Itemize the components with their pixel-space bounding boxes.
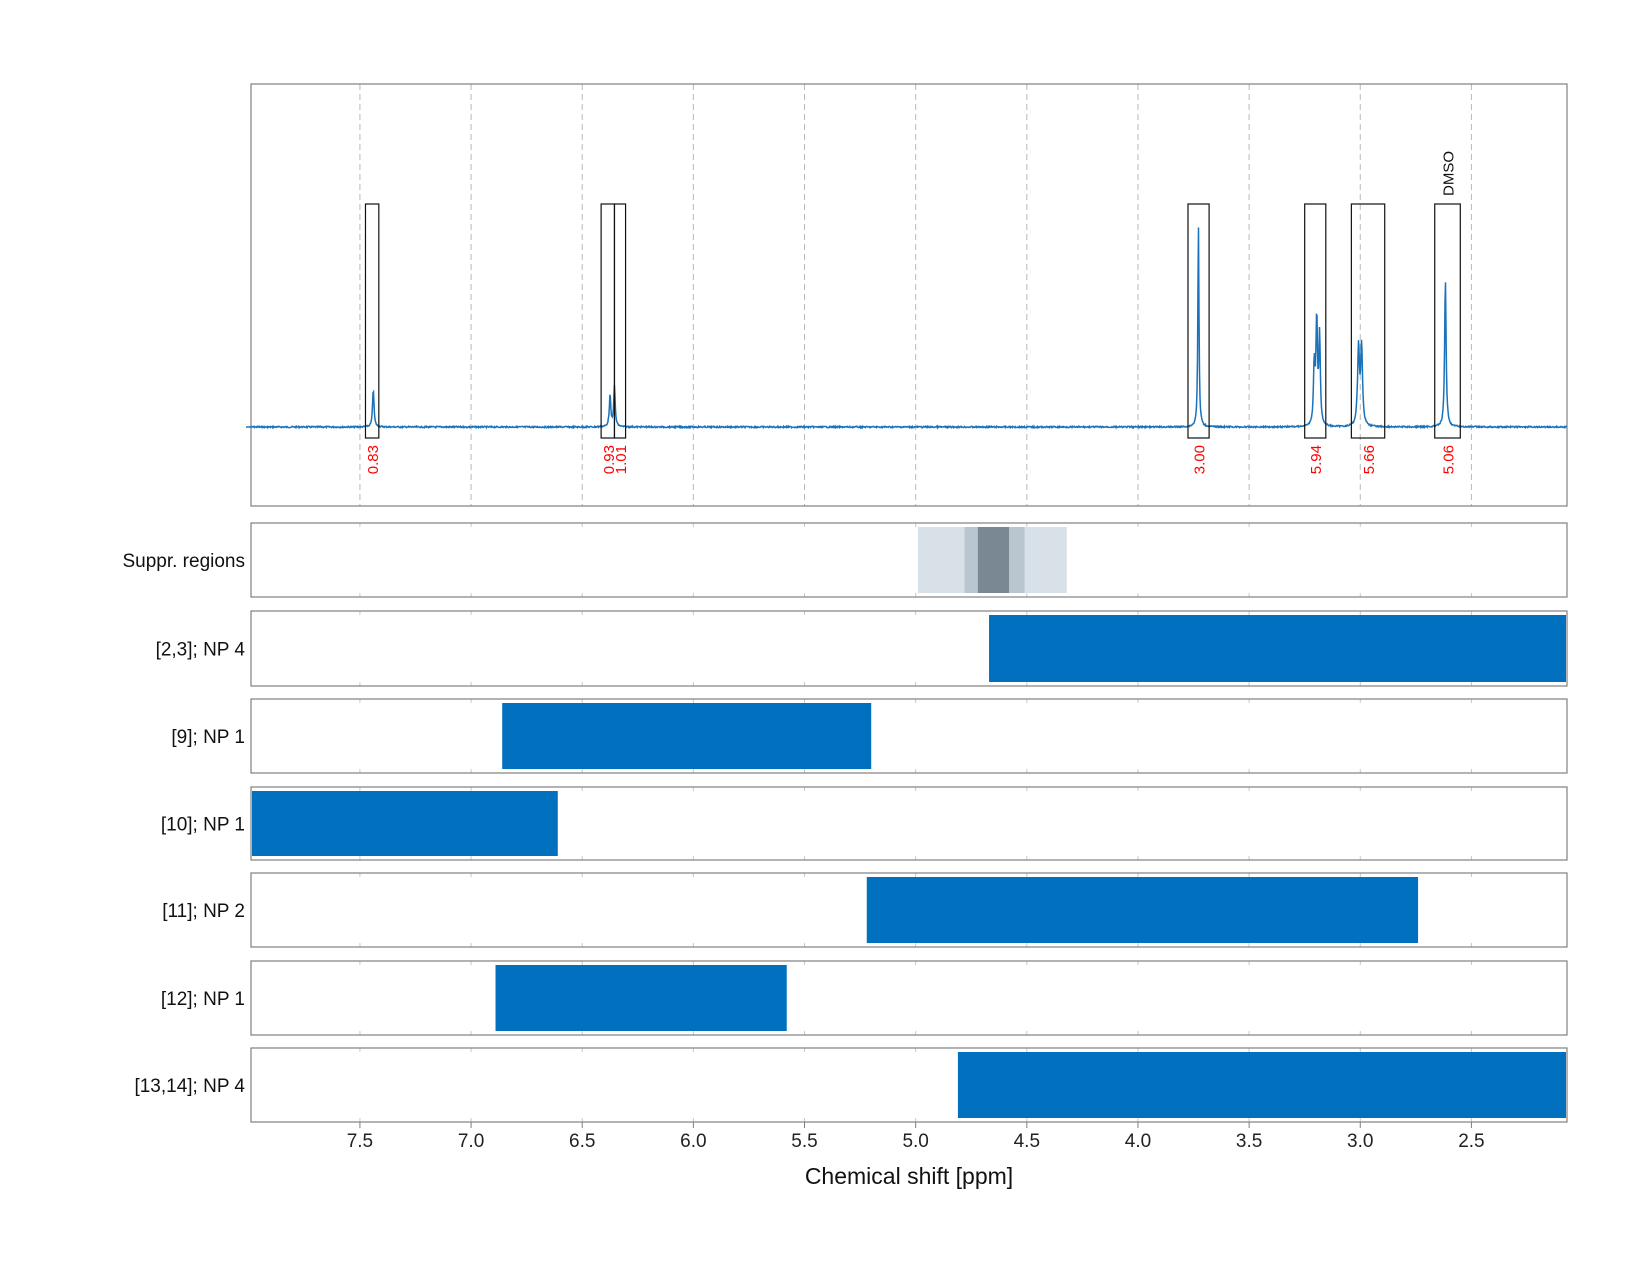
integration-box-2 [613, 203, 627, 439]
integration-box-3 [1187, 203, 1210, 439]
suppression-band-2 [977, 527, 1010, 593]
peak-annotation-6: DMSO [1441, 151, 1458, 196]
panel-layer: Suppr. regions [2,3]; NP 4 [9]; NP 1 [10]; … [122, 83, 1568, 1123]
range-bar-5 [957, 1052, 1566, 1118]
row-panel-1 [250, 610, 1568, 687]
integral-value-1: 0.93 [601, 445, 618, 474]
x-tick-label-8: 3.5 [1236, 1131, 1262, 1152]
grid-layer [359, 84, 1472, 1122]
spectrum-panel [250, 83, 1568, 507]
x-tick-label-4: 5.5 [791, 1131, 817, 1152]
x-axis: 7.5 7.0 6.5 6.0 5.5 5.0 4.5 4.0 3.5 3.0 2.5 [347, 1122, 1485, 1152]
range-bar-1 [502, 703, 872, 769]
integral-value-0: 0.83 [365, 445, 382, 474]
row-panel-3 [250, 786, 1568, 861]
x-tick-label-2: 6.5 [569, 1131, 595, 1152]
integration-box-1 [600, 203, 616, 439]
range-bar-0 [989, 615, 1566, 682]
row-label-2: [9]; NP 1 [171, 727, 245, 748]
range-bar-2 [252, 791, 558, 856]
x-tick-label-0: 7.5 [347, 1131, 373, 1152]
row-label-3: [10]; NP 1 [161, 815, 245, 836]
range-bar-4 [495, 965, 787, 1031]
row-label-6: [13,14]; NP 4 [134, 1076, 245, 1097]
row-panel-0 [250, 522, 1568, 598]
row-panel-6 [250, 1047, 1568, 1123]
x-tick-label-6: 4.5 [1014, 1131, 1040, 1152]
x-tick-label-5: 5.0 [902, 1131, 928, 1152]
integration-box-6 [1434, 203, 1461, 439]
row-panel-4 [250, 872, 1568, 948]
x-tick-label-1: 7.0 [458, 1131, 484, 1152]
row-label-4: [11]; NP 2 [162, 901, 245, 922]
x-tick-label-9: 3.0 [1347, 1131, 1373, 1152]
integration-box-4 [1304, 203, 1327, 439]
x-tick-label-10: 2.5 [1458, 1131, 1484, 1152]
row-label-0: Suppr. regions [122, 551, 245, 572]
integral-value-5: 5.66 [1361, 445, 1378, 474]
range-bar-3 [866, 877, 1419, 943]
integration-box-0 [364, 203, 380, 439]
x-axis-label: Chemical shift [ppm] [805, 1163, 1013, 1189]
mark-layer: 0.83 0.931.01 3.00 5.94 5.66 5.06 DMSO [246, 151, 1568, 1118]
x-tick-label-3: 6.0 [680, 1131, 706, 1152]
integral-value-6: 5.06 [1441, 445, 1458, 474]
row-panel-5 [250, 960, 1568, 1036]
integration-box-5 [1350, 203, 1386, 439]
spectrum-line [250, 227, 1568, 430]
integral-value-2: 1.01 [613, 445, 630, 474]
integral-value-3: 3.00 [1192, 445, 1209, 474]
x-tick-label-7: 4.0 [1125, 1131, 1151, 1152]
row-label-5: [12]; NP 1 [161, 989, 245, 1010]
row-panel-2 [250, 698, 1568, 774]
integral-value-4: 5.94 [1308, 445, 1325, 474]
row-label-1: [2,3]; NP 4 [156, 640, 246, 661]
